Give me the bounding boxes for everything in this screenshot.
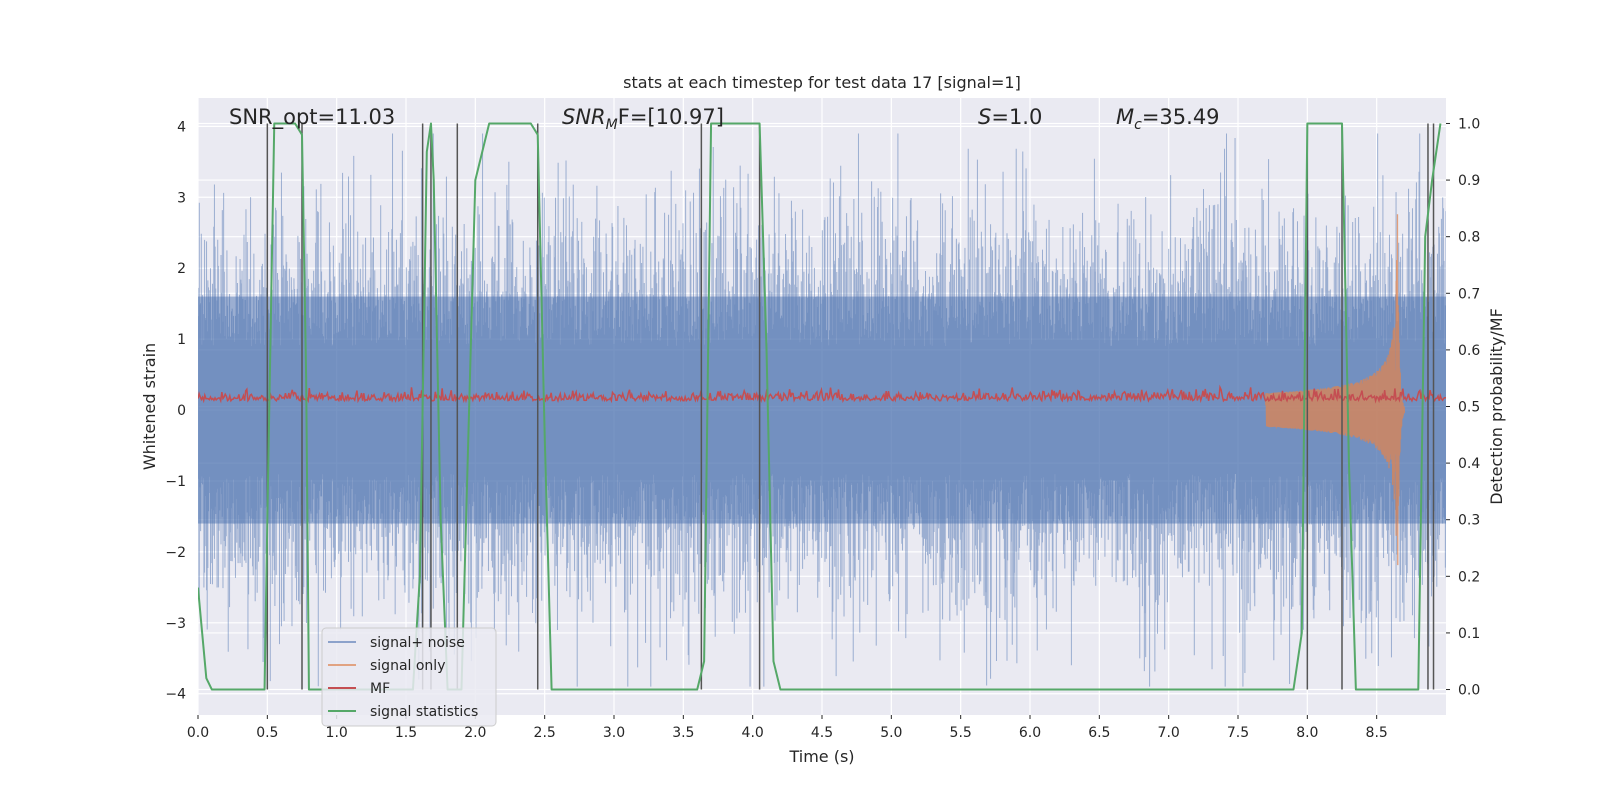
annotation-snr-mf-rest: F=[10.97] <box>618 105 724 129</box>
x-tick-label-0: 0.0 <box>187 725 209 741</box>
legend-label-0: signal+ noise <box>370 635 465 651</box>
y2-tick-label-3: 0.7 <box>1458 286 1480 302</box>
x-tick-label-16: 8.0 <box>1296 725 1318 741</box>
x-tick-label-10: 5.0 <box>880 725 902 741</box>
y-tick-label-8: −4 <box>165 687 186 703</box>
y-tick-label-3: 1 <box>177 332 186 348</box>
y-axis-left: 4 3 2 1 0 −1 −2 −3 −4 <box>165 119 186 702</box>
x-axis-label: Time (s) <box>788 747 854 766</box>
x-tick-label-5: 2.5 <box>534 725 556 741</box>
x-tick-label-6: 3.0 <box>603 725 625 741</box>
y2-tick-label-4: 0.6 <box>1458 343 1480 359</box>
y-tick-label-0: 4 <box>177 119 186 135</box>
y-tick-label-4: 0 <box>177 403 186 419</box>
series-signal-noise-core <box>198 296 1446 524</box>
annotation-s-rest: =1.0 <box>991 105 1042 129</box>
legend-label-3: signal statistics <box>370 704 478 720</box>
x-tick-label-15: 7.5 <box>1227 725 1249 741</box>
series-mf <box>198 384 1446 404</box>
legend-label-1: signal only <box>370 658 445 674</box>
annotation-mc: Mc=35.49 <box>1116 105 1220 133</box>
data-layer <box>198 133 1446 687</box>
y2-tick-label-0: 1.0 <box>1458 116 1480 132</box>
series-signal-statistics <box>198 122 1442 691</box>
y2-tick-label-6: 0.4 <box>1458 456 1480 472</box>
x-tick-label-8: 4.0 <box>742 725 764 741</box>
chart-title: stats at each timestep for test data 17 … <box>623 73 1021 92</box>
annotation-s: S=1.0 <box>978 105 1042 129</box>
y-axis-label: Whitened strain <box>140 343 159 470</box>
annotation-snr-opt: SNR_opt=11.03 <box>229 105 395 130</box>
y2-tick-label-1: 0.9 <box>1458 173 1480 189</box>
y2-tick-label-9: 0.1 <box>1458 626 1480 642</box>
series-signal-only <box>1265 214 1406 566</box>
x-tick-label-3: 1.5 <box>395 725 417 741</box>
x-tick-label-12: 6.0 <box>1019 725 1041 741</box>
legend: signal+ noise signal only MF signal statist… <box>321 627 497 727</box>
annotation-mc-sub: c <box>1134 117 1142 133</box>
y2-tick-label-5: 0.5 <box>1458 400 1480 416</box>
annotation-snr-mf-var: SNR <box>562 105 606 129</box>
y2-tick-label-8: 0.2 <box>1458 569 1480 585</box>
y-tick-label-2: 2 <box>177 261 186 277</box>
x-tick-label-11: 5.5 <box>950 725 972 741</box>
x-tick-label-17: 8.5 <box>1366 725 1388 741</box>
legend-label-2: MF <box>370 681 390 697</box>
annotation-snr-mf: SNRMF=[10.97] <box>562 105 724 133</box>
x-tick-label-9: 4.5 <box>811 725 833 741</box>
detection-markers <box>266 123 1435 690</box>
y-axis-right: 1.0 0.9 0.8 0.7 0.6 0.5 0.4 0.3 0.2 0.1 0.0 <box>1446 116 1480 699</box>
y2-tick-label-2: 0.8 <box>1458 230 1480 246</box>
signal-statistics-layer <box>198 122 1442 691</box>
x-tick-label-13: 6.5 <box>1088 725 1110 741</box>
y-tick-label-6: −2 <box>165 545 186 561</box>
y-tick-label-1: 3 <box>177 190 186 206</box>
y2-axis-label: Detection probability/MF <box>1487 308 1506 505</box>
x-tick-label-7: 3.5 <box>672 725 694 741</box>
annotation-mc-rest: =35.49 <box>1142 105 1220 129</box>
y2-tick-label-10: 0.0 <box>1458 683 1480 699</box>
legend-box <box>321 627 497 727</box>
x-tick-label-1: 0.5 <box>256 725 278 741</box>
x-tick-label-4: 2.0 <box>464 725 486 741</box>
annotation-mc-var: M <box>1116 105 1134 129</box>
x-axis: 0.0 0.5 1.0 1.5 2.0 2.5 3.0 3.5 4.0 4.5 5.0 5.5 6.0 6… <box>187 715 1388 741</box>
annotation-s-var: S <box>978 105 991 129</box>
y2-tick-label-7: 0.3 <box>1458 513 1480 529</box>
y-tick-label-5: −1 <box>165 474 186 490</box>
x-tick-label-14: 7.0 <box>1158 725 1180 741</box>
y-tick-label-7: −3 <box>165 616 186 632</box>
annotation-snr-mf-sub: M <box>606 117 618 133</box>
x-tick-label-2: 1.0 <box>326 725 348 741</box>
